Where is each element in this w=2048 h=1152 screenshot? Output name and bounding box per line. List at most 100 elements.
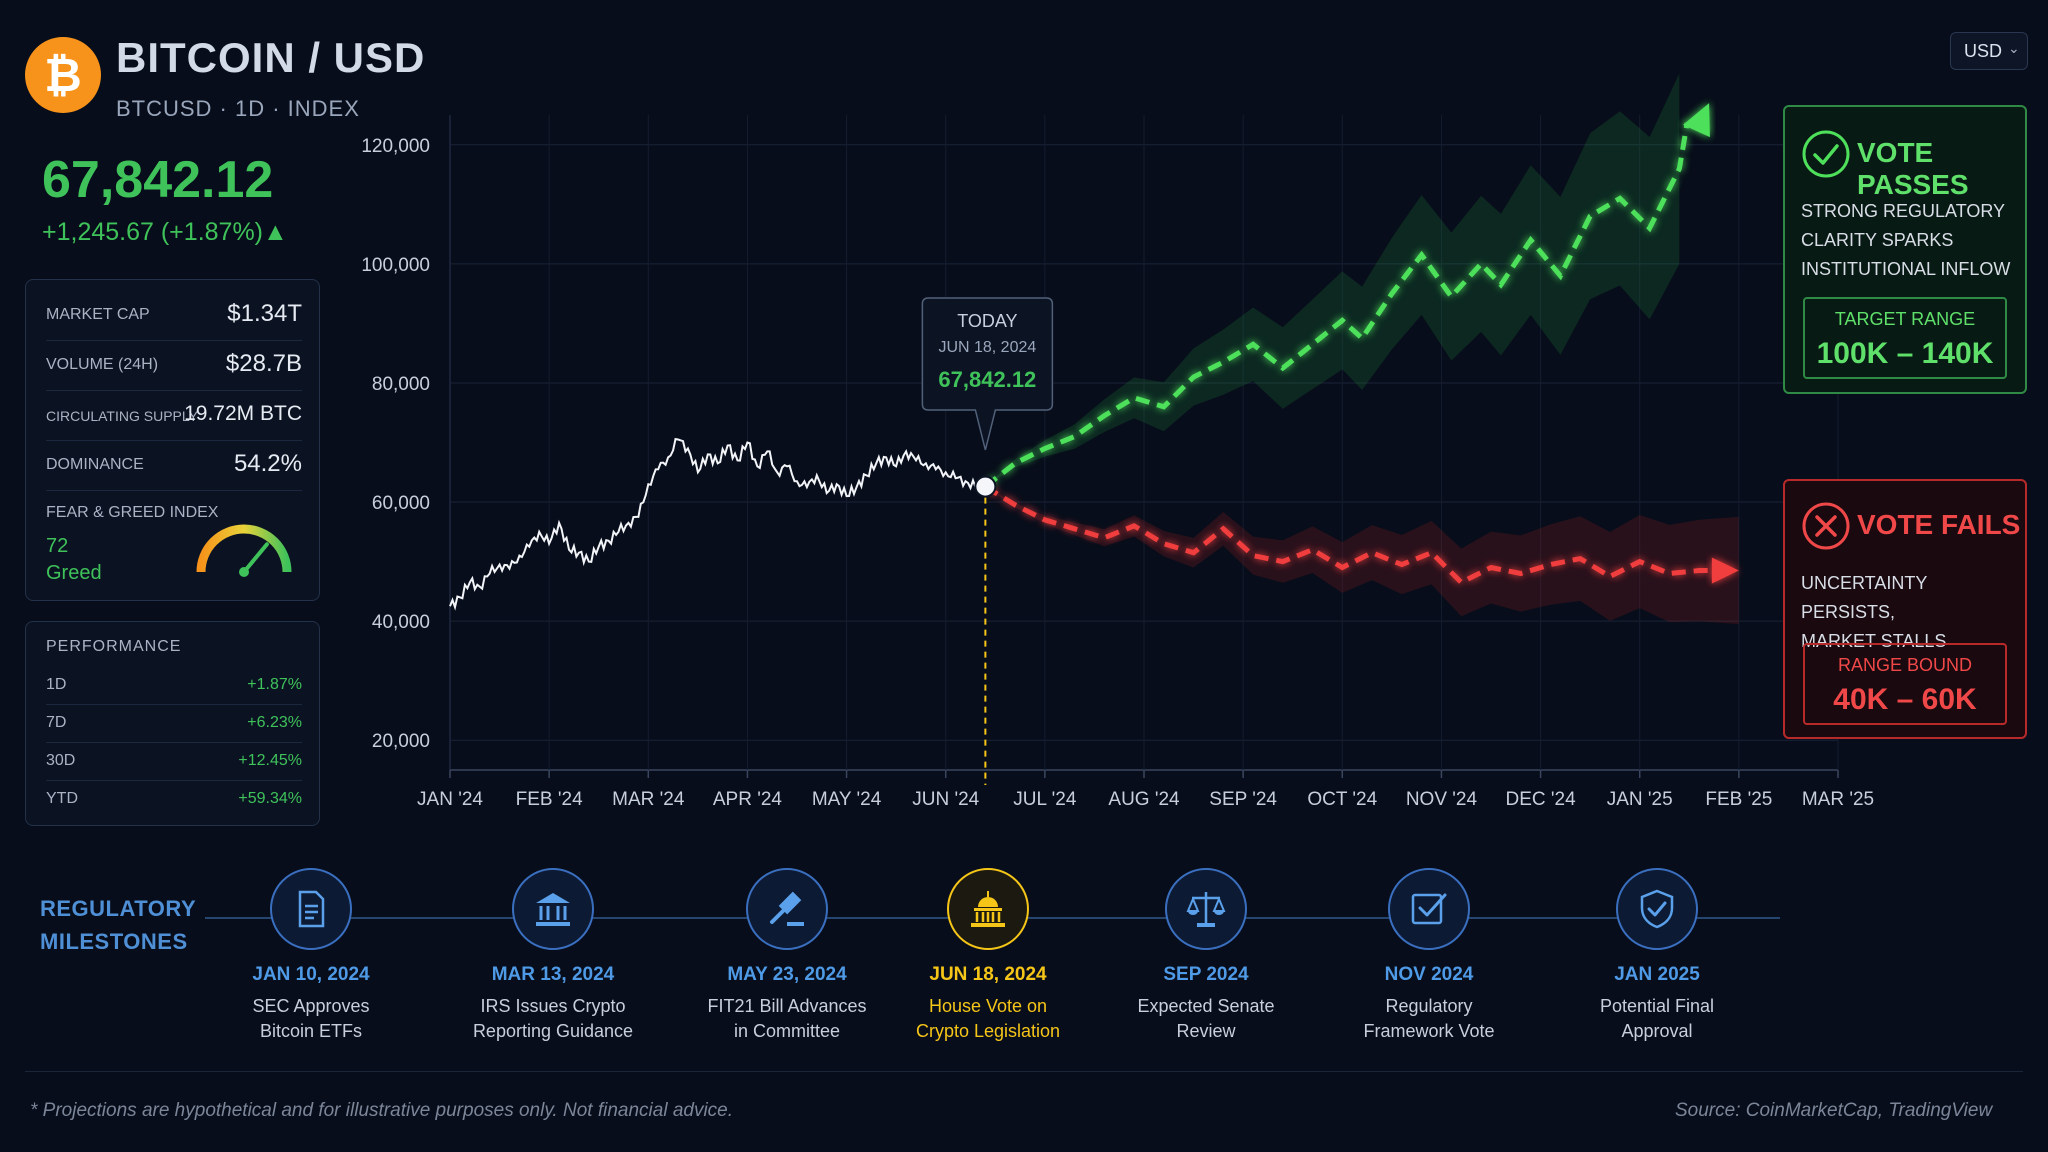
- capitol-icon: [971, 891, 1005, 927]
- milestone-line: SEC Approves: [252, 996, 370, 1016]
- gauge-needle: [242, 542, 269, 574]
- milestones-heading-line: MILESTONES: [40, 929, 188, 954]
- vote-passes-panel: VOTE PASSES STRONG REGULATORY CLARITY SP…: [1783, 105, 2027, 394]
- pass-projection-line: [983, 122, 1690, 489]
- gavel-icon: [770, 891, 804, 926]
- desc-line: STRONG REGULATORY: [1801, 201, 2006, 221]
- milestone-line: Expected Senate: [1137, 996, 1275, 1016]
- page-title: BITCOIN / USD: [116, 34, 426, 81]
- pass-arrow-head: [1682, 103, 1710, 138]
- milestone-date: JAN 10, 2024: [252, 964, 370, 985]
- x-tick-label: OCT '24: [1307, 789, 1377, 810]
- x-tick-label: JAN '24: [417, 789, 483, 810]
- vote-fails-description: UNCERTAINTY PERSISTS, MARKET STALLS: [1801, 569, 2021, 656]
- today-tooltip-value: 67,842.12: [938, 367, 1036, 392]
- perf-value: +59.34%: [238, 790, 302, 807]
- gauge-hub: [239, 567, 249, 577]
- disclaimer: * Projections are hypothetical and for i…: [30, 1100, 734, 1121]
- fear-greed-gauge: [196, 524, 292, 577]
- y-tick-label: 100,000: [361, 255, 430, 276]
- performance-title: PERFORMANCE: [46, 638, 182, 655]
- milestone-line: Crypto Legislation: [915, 1021, 1061, 1041]
- x-axis-ticks: JAN '24 FEB '24 MAR '24 APR '24 MAY '24 JUN '…: [417, 789, 1874, 810]
- milestone-line: House Vote on: [928, 996, 1048, 1016]
- milestone-line: in Committee: [733, 1021, 841, 1041]
- milestone-date: JAN 2025: [1614, 964, 1700, 985]
- y-tick-label: 120,000: [361, 136, 430, 157]
- stat-label: CIRCULATING SUPPLY: [46, 408, 198, 424]
- x-tick-label: NOV '24: [1406, 789, 1478, 810]
- x-tick-label: FEB '24: [516, 789, 583, 810]
- y-tick-label: 40,000: [372, 612, 430, 633]
- y-axis-ticks: 20,000 40,000 60,000 80,000 100,000 120,000: [361, 136, 430, 752]
- stat-row-market-cap: MARKET CAP $1.34T: [46, 290, 302, 341]
- x-tick-label: JUN '24: [912, 789, 979, 810]
- currency-select[interactable]: USD ⌄: [1950, 32, 2028, 70]
- stat-row-dominance: DOMINANCE 54.2%: [46, 440, 302, 491]
- stat-label: DOMINANCE: [46, 456, 144, 473]
- milestone-description: IRS Issues Crypto Reporting Guidance: [448, 994, 658, 1044]
- range-bound-value: 40K – 60K: [1833, 683, 1977, 716]
- x-tick-label: JUL '24: [1013, 789, 1077, 810]
- x-tick-label: MAR '24: [612, 789, 685, 810]
- fear-greed-value: 72: [46, 535, 69, 557]
- stat-label: MARKET CAP: [46, 306, 150, 323]
- bitcoin-logo: ₿: [25, 37, 101, 113]
- target-range-box: TARGET RANGE 100K – 140K: [1803, 297, 2007, 379]
- target-range-label: TARGET RANGE: [1834, 309, 1976, 329]
- fail-arrow-head: [1711, 557, 1739, 584]
- check-circle-icon: [1802, 130, 1850, 178]
- footer-divider: [25, 1071, 2023, 1072]
- milestone-line: Potential Final: [1599, 996, 1715, 1016]
- range-bound-box: RANGE BOUND 40K – 60K: [1803, 643, 2007, 725]
- history-price-line: [449, 437, 987, 611]
- market-stats-card: MARKET CAP $1.34T VOLUME (24H) $28.7B CI…: [25, 279, 320, 601]
- bank-icon: [536, 893, 570, 926]
- milestone-line: FIT21 Bill Advances: [707, 996, 867, 1016]
- today-tooltip: [921, 297, 1054, 451]
- x-tick-label: MAR '25: [1802, 789, 1874, 810]
- vote-fails-title: VOTE FAILS: [1857, 509, 2021, 540]
- perf-label: 30D: [46, 752, 76, 769]
- today-tooltip-date: JUN 18, 2024: [938, 339, 1036, 356]
- pass-projection-band: [985, 73, 1680, 487]
- gauge-arc: [196, 524, 292, 573]
- perf-label: 1D: [46, 676, 67, 693]
- milestone-line: Framework Vote: [1363, 1021, 1495, 1041]
- milestone-icon-ring: [1388, 868, 1470, 950]
- scales-icon: [1186, 892, 1226, 927]
- desc-line: CLARITY SPARKS: [1801, 230, 1954, 250]
- bitcoin-glyph: ₿: [44, 49, 82, 101]
- x-tick-label: SEP '24: [1209, 789, 1277, 810]
- perf-row-7d: 7D +6.23%: [46, 704, 302, 743]
- x-tick-label: JAN '25: [1607, 789, 1673, 810]
- chart-grid: [449, 115, 1839, 778]
- milestones-heading-line: REGULATORY: [40, 896, 197, 921]
- milestone-icon-ring: [1616, 868, 1698, 950]
- milestone-line: IRS Issues Crypto: [480, 996, 626, 1016]
- current-price: 67,842.12: [42, 151, 274, 209]
- milestone-line: Review: [1176, 1021, 1236, 1041]
- milestone-description: House Vote on Crypto Legislation: [883, 994, 1093, 1044]
- milestone-icon-ring: [746, 868, 828, 950]
- x-tick-label: AUG '24: [1108, 789, 1180, 810]
- stat-row-supply: CIRCULATING SUPPLY 19.72M BTC: [46, 390, 302, 441]
- desc-line: MARKET STALLS: [1801, 631, 1947, 651]
- x-tick-label: FEB '25: [1705, 789, 1772, 810]
- milestone-line: Bitcoin ETFs: [259, 1021, 363, 1041]
- milestone-date: JUN 18, 2024: [929, 964, 1047, 985]
- milestone-date: SEP 2024: [1163, 964, 1249, 985]
- milestone-description: Expected Senate Review: [1101, 994, 1311, 1044]
- today-tooltip-label: TODAY: [957, 311, 1017, 331]
- vote-passes-description: STRONG REGULATORY CLARITY SPARKS INSTITU…: [1801, 197, 2021, 284]
- ticker-subtitle: BTCUSD · 1D · INDEX: [116, 96, 360, 121]
- x-tick-label: MAY '24: [812, 789, 882, 810]
- target-range-value: 100K – 140K: [1816, 337, 1994, 370]
- x-circle-icon: [1802, 502, 1850, 550]
- stat-value: 54.2%: [233, 450, 302, 477]
- y-tick-label: 20,000: [372, 731, 430, 752]
- milestone-icon-ring: [1165, 868, 1247, 950]
- shield-check-icon: [1640, 889, 1674, 929]
- perf-row-1d: 1D +1.87%: [46, 666, 302, 705]
- milestone-line: Regulatory: [1385, 996, 1473, 1016]
